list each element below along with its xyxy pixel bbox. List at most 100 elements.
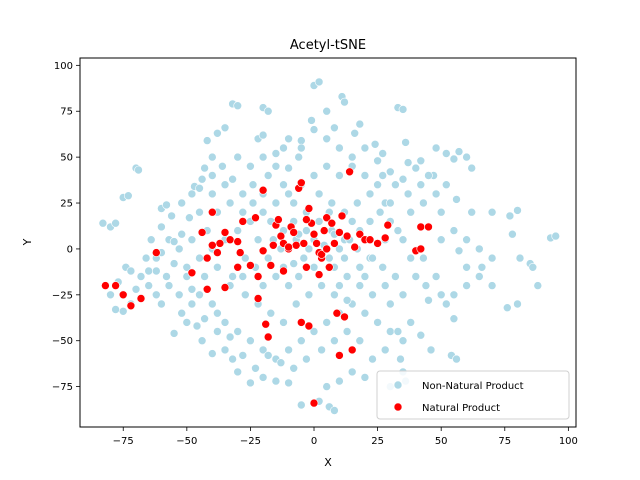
y-tick-label: −25 bbox=[52, 290, 73, 301]
data-point bbox=[314, 77, 324, 87]
data-point bbox=[474, 244, 484, 254]
data-point bbox=[202, 136, 212, 145]
data-point bbox=[136, 294, 146, 303]
data-point bbox=[304, 244, 314, 254]
data-point bbox=[380, 233, 390, 243]
data-point bbox=[118, 306, 128, 316]
data-point bbox=[162, 272, 171, 281]
data-point bbox=[309, 327, 319, 336]
data-point bbox=[360, 308, 370, 318]
data-point bbox=[424, 171, 433, 180]
data-point bbox=[225, 332, 235, 342]
data-point bbox=[391, 180, 400, 189]
data-point bbox=[233, 327, 242, 336]
data-point bbox=[393, 226, 403, 235]
x-tick-label: −75 bbox=[113, 436, 134, 447]
data-point bbox=[187, 189, 197, 199]
data-point bbox=[317, 250, 326, 259]
data-point bbox=[266, 308, 276, 318]
data-point bbox=[355, 229, 365, 239]
data-point bbox=[263, 332, 273, 342]
data-point bbox=[406, 207, 416, 217]
data-point bbox=[296, 143, 306, 153]
data-point bbox=[162, 200, 171, 210]
data-point bbox=[233, 101, 242, 110]
data-point bbox=[164, 281, 174, 290]
data-point bbox=[248, 180, 258, 189]
data-point bbox=[302, 215, 311, 224]
data-point bbox=[513, 206, 522, 215]
data-point bbox=[360, 171, 370, 180]
data-point bbox=[365, 189, 375, 199]
x-tick-label: −25 bbox=[240, 436, 261, 447]
data-point bbox=[134, 165, 143, 175]
data-point bbox=[419, 198, 428, 208]
data-point bbox=[208, 189, 217, 199]
data-point bbox=[322, 382, 332, 391]
y-tick-label: −50 bbox=[52, 336, 73, 347]
data-point bbox=[146, 235, 156, 244]
data-point bbox=[355, 336, 365, 346]
data-point bbox=[332, 308, 342, 318]
data-point bbox=[396, 354, 405, 364]
data-point bbox=[322, 162, 332, 171]
data-point bbox=[330, 290, 339, 300]
data-point bbox=[271, 198, 281, 208]
data-point bbox=[195, 207, 204, 217]
data-point bbox=[337, 211, 347, 221]
data-point bbox=[233, 237, 242, 246]
data-point bbox=[352, 198, 362, 208]
data-point bbox=[238, 351, 248, 360]
data-point bbox=[406, 253, 416, 263]
data-point bbox=[279, 318, 288, 327]
data-point bbox=[467, 163, 477, 173]
data-point bbox=[335, 244, 344, 254]
data-point bbox=[235, 248, 245, 257]
data-point bbox=[284, 163, 293, 173]
data-point bbox=[342, 295, 352, 305]
data-point bbox=[253, 294, 263, 303]
data-point bbox=[279, 266, 288, 276]
data-point bbox=[238, 207, 248, 217]
data-point bbox=[111, 281, 120, 290]
data-point bbox=[289, 259, 299, 268]
data-point bbox=[182, 262, 192, 272]
data-point bbox=[220, 345, 230, 355]
data-point bbox=[187, 235, 197, 244]
data-point bbox=[213, 262, 222, 272]
plot-frame bbox=[79, 57, 577, 428]
data-point bbox=[258, 345, 268, 355]
data-point bbox=[152, 290, 161, 300]
data-point bbox=[368, 354, 377, 364]
data-point bbox=[251, 213, 260, 222]
data-point bbox=[309, 171, 319, 180]
x-tick-label: 25 bbox=[371, 436, 384, 447]
data-point bbox=[317, 281, 326, 290]
data-point bbox=[185, 213, 194, 222]
data-point bbox=[271, 272, 281, 281]
data-point bbox=[375, 207, 385, 217]
data-point bbox=[302, 226, 311, 235]
data-point bbox=[157, 299, 166, 309]
data-point bbox=[335, 351, 344, 360]
data-point bbox=[208, 299, 217, 309]
data-point bbox=[322, 318, 332, 327]
data-point bbox=[449, 154, 459, 164]
data-point bbox=[263, 106, 273, 116]
data-point bbox=[228, 354, 237, 364]
data-point bbox=[124, 191, 133, 200]
data-point bbox=[398, 105, 408, 114]
data-point bbox=[238, 272, 248, 281]
data-point bbox=[335, 281, 344, 290]
data-point bbox=[213, 248, 222, 257]
data-point bbox=[291, 299, 301, 309]
data-point bbox=[335, 143, 344, 153]
data-point bbox=[195, 184, 204, 193]
data-point bbox=[424, 222, 433, 232]
data-point bbox=[302, 262, 311, 272]
y-axis: −75 −50 −25 0 25 50 75 100 bbox=[52, 61, 80, 393]
data-point bbox=[208, 207, 217, 217]
data-point bbox=[454, 246, 464, 256]
data-point bbox=[169, 237, 179, 246]
